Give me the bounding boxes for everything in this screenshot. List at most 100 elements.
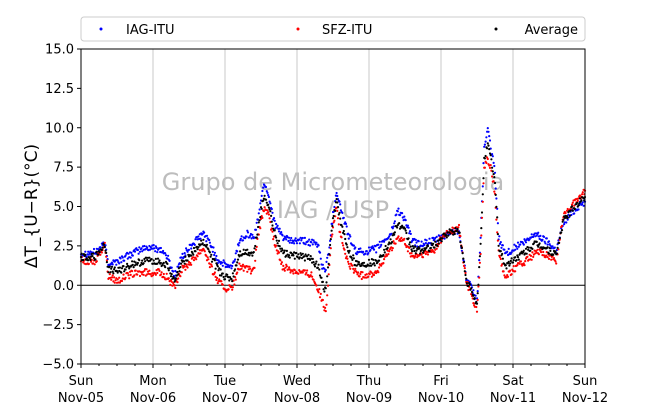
point bbox=[251, 233, 254, 236]
point bbox=[309, 255, 312, 258]
point bbox=[154, 250, 157, 253]
point bbox=[92, 256, 96, 260]
point bbox=[344, 252, 347, 255]
point bbox=[492, 161, 495, 164]
point bbox=[254, 259, 257, 262]
point bbox=[526, 255, 529, 258]
point bbox=[416, 256, 419, 259]
point bbox=[387, 253, 390, 256]
point bbox=[403, 227, 407, 230]
point bbox=[192, 253, 195, 256]
point bbox=[462, 264, 466, 267]
point bbox=[177, 273, 180, 276]
point bbox=[253, 266, 256, 269]
point bbox=[513, 243, 516, 246]
series-average bbox=[79, 142, 587, 305]
point bbox=[101, 246, 104, 249]
point bbox=[333, 205, 336, 209]
point bbox=[288, 241, 291, 244]
point bbox=[231, 272, 234, 275]
point bbox=[110, 278, 113, 281]
point bbox=[321, 298, 324, 302]
point bbox=[555, 252, 559, 255]
point bbox=[316, 266, 319, 269]
point bbox=[522, 243, 525, 246]
x-tick-date-0: Nov-05 bbox=[58, 391, 104, 406]
point bbox=[127, 274, 130, 277]
point bbox=[479, 252, 482, 256]
point bbox=[457, 223, 461, 227]
point bbox=[483, 145, 486, 148]
point bbox=[95, 250, 98, 253]
point bbox=[535, 234, 538, 237]
point bbox=[274, 234, 277, 237]
point bbox=[305, 271, 308, 274]
point bbox=[348, 265, 351, 268]
point bbox=[392, 225, 395, 228]
point bbox=[388, 235, 391, 238]
x-tick-date-2: Nov-07 bbox=[202, 391, 248, 406]
point bbox=[367, 252, 370, 255]
point bbox=[478, 266, 481, 269]
point bbox=[205, 245, 208, 248]
point bbox=[326, 275, 329, 278]
point bbox=[218, 267, 221, 270]
x-tick-date-6: Nov-11 bbox=[490, 391, 536, 406]
point bbox=[285, 249, 288, 252]
point bbox=[423, 243, 426, 247]
point bbox=[255, 221, 258, 224]
point bbox=[295, 251, 298, 255]
point bbox=[275, 244, 278, 247]
point bbox=[199, 237, 202, 240]
point bbox=[367, 246, 371, 249]
point bbox=[100, 248, 103, 251]
point bbox=[321, 263, 324, 266]
point bbox=[336, 217, 340, 220]
point bbox=[546, 243, 549, 246]
point bbox=[220, 280, 223, 283]
point bbox=[481, 185, 484, 188]
legend-marker-2 bbox=[494, 27, 498, 31]
point bbox=[222, 259, 225, 262]
point bbox=[359, 272, 362, 276]
point bbox=[479, 242, 482, 245]
point bbox=[491, 155, 494, 158]
point bbox=[301, 236, 304, 240]
point bbox=[201, 232, 204, 235]
point bbox=[336, 194, 339, 198]
point bbox=[447, 231, 450, 234]
point bbox=[524, 260, 527, 263]
point bbox=[248, 254, 251, 257]
point bbox=[426, 244, 430, 248]
point bbox=[373, 264, 376, 267]
x-tick-day-6: Sat bbox=[502, 374, 523, 389]
point bbox=[535, 240, 538, 243]
point bbox=[322, 288, 325, 291]
point bbox=[282, 264, 285, 267]
point bbox=[311, 275, 314, 278]
point bbox=[312, 278, 315, 281]
point bbox=[205, 234, 209, 237]
point bbox=[308, 238, 311, 241]
point bbox=[174, 286, 177, 290]
legend-marker-1 bbox=[296, 27, 300, 31]
point bbox=[454, 227, 457, 230]
point bbox=[192, 259, 196, 262]
point bbox=[330, 235, 333, 238]
point bbox=[486, 127, 489, 130]
point bbox=[167, 277, 170, 280]
point bbox=[277, 251, 281, 254]
point bbox=[501, 244, 504, 247]
point bbox=[410, 252, 413, 255]
point bbox=[314, 243, 317, 246]
point bbox=[254, 228, 258, 231]
point bbox=[267, 211, 270, 214]
point bbox=[573, 208, 577, 211]
point bbox=[199, 252, 202, 255]
point bbox=[555, 262, 558, 265]
point bbox=[185, 247, 188, 250]
point bbox=[262, 210, 265, 213]
point bbox=[553, 246, 556, 249]
point bbox=[509, 262, 512, 265]
point bbox=[484, 140, 487, 143]
